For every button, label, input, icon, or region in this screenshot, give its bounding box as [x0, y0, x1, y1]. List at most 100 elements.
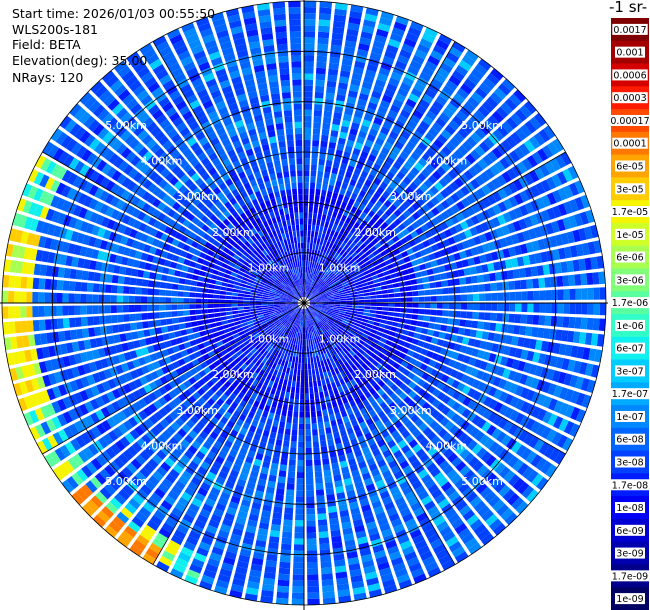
range-bin: [345, 203, 353, 211]
range-bin: [123, 314, 130, 322]
range-bin: [321, 403, 327, 411]
range-bin: [249, 306, 256, 309]
range-bin: [569, 288, 576, 300]
range-bin: [424, 289, 431, 296]
range-bin: [435, 316, 443, 324]
range-bin: [311, 423, 318, 430]
range-bin: [317, 164, 325, 172]
range-bin: [496, 106, 509, 119]
range-bin: [426, 268, 434, 276]
range-bin: [497, 201, 508, 213]
range-bin: [409, 181, 418, 191]
range-bin: [81, 270, 89, 281]
range-bin: [509, 303, 516, 312]
range-bin: [410, 192, 420, 201]
range-bin: [465, 218, 475, 228]
range-bin: [354, 60, 366, 69]
range-bin: [208, 313, 215, 319]
range-bin: [461, 157, 472, 169]
range-bin: [313, 292, 320, 297]
range-bin: [403, 256, 411, 263]
range-bin: [474, 127, 487, 140]
range-bin: [506, 117, 518, 130]
range-bin: [512, 269, 520, 279]
ray: [309, 180, 585, 301]
range-bin: [482, 243, 491, 253]
range-bin: [332, 276, 338, 282]
range-bin: [407, 26, 422, 37]
range-bin: [214, 285, 222, 290]
range-bin: [330, 456, 338, 464]
range-bin: [364, 306, 371, 310]
range-bin: [528, 228, 537, 240]
range-bin: [455, 189, 465, 200]
range-bin: [444, 263, 452, 272]
range-bin: [455, 260, 464, 269]
range-bin: [400, 130, 411, 140]
range-bin: [345, 216, 352, 224]
range-bin: [320, 195, 326, 203]
range-bin: [20, 291, 27, 303]
range-bin: [400, 250, 409, 258]
range-bin: [532, 278, 540, 289]
range-bin: [304, 218, 308, 225]
range-bin: [388, 204, 397, 213]
range-bin: [167, 325, 174, 332]
range-bin: [304, 369, 308, 376]
range-bin: [306, 514, 316, 521]
range-bin: [447, 254, 456, 263]
range-bin: [390, 243, 398, 251]
range-bin: [453, 132, 465, 144]
range-bin: [307, 261, 311, 268]
range-bin: [50, 292, 57, 303]
range-bin: [305, 411, 310, 418]
range-bin: [171, 290, 178, 297]
range-bin: [355, 208, 363, 217]
range-bin: [394, 60, 407, 71]
range-bin: [453, 252, 461, 261]
range-bin: [412, 109, 424, 120]
range-bin: [286, 483, 295, 490]
range-bin: [465, 119, 478, 131]
range-bin: [424, 303, 431, 309]
range-bin: [287, 471, 296, 478]
range-bin: [277, 402, 283, 410]
range-bin: [428, 275, 435, 282]
range-bin: [461, 197, 471, 208]
range-bin: [371, 274, 379, 280]
range-bin: [518, 218, 528, 230]
range-bin: [449, 181, 459, 192]
range-bin: [306, 556, 318, 563]
range-bin: [397, 114, 408, 124]
range-bin: [361, 119, 372, 128]
range-bin: [467, 257, 475, 266]
range-bin: [324, 165, 332, 173]
range-bin: [340, 64, 352, 72]
range-bin: [279, 421, 286, 429]
range-bin: [386, 263, 394, 270]
range-bin: [421, 93, 434, 104]
range-bin: [306, 508, 316, 515]
range-bin: [226, 315, 234, 320]
range-bin: [278, 567, 291, 575]
range-bin: [269, 530, 280, 538]
range-bin: [293, 556, 304, 563]
range-bin: [581, 303, 588, 315]
range-bin: [382, 294, 389, 298]
range-bin: [338, 168, 346, 177]
range-bin: [412, 291, 419, 297]
range-bin: [293, 411, 299, 418]
range-bin: [549, 158, 561, 172]
range-bin: [364, 215, 372, 223]
range-bin: [425, 148, 436, 158]
range-bin: [201, 293, 208, 298]
range-bin: [32, 320, 40, 332]
range-bin: [20, 276, 28, 289]
range-bin: [2, 290, 9, 303]
range-bin: [318, 287, 324, 293]
range-bin: [311, 152, 319, 159]
range-bin: [330, 274, 337, 280]
range-bin: [209, 279, 217, 285]
range-bin: [14, 306, 21, 319]
range-bin: [314, 91, 324, 99]
